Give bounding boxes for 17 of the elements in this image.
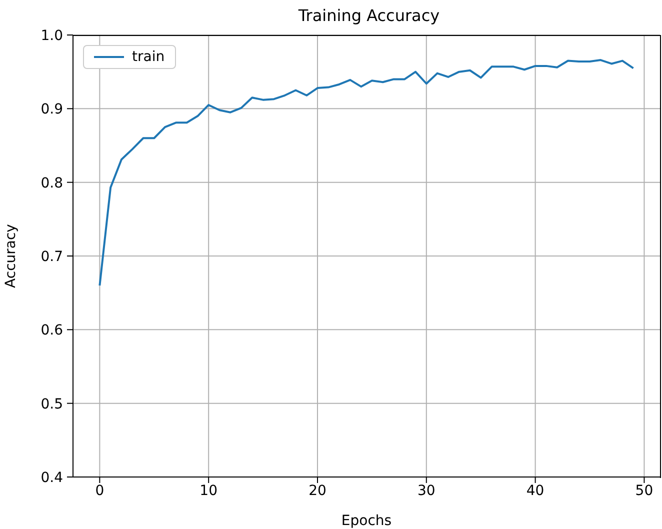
y-tick-label: 0.9 bbox=[40, 102, 63, 118]
y-tick-label: 1.0 bbox=[40, 28, 63, 44]
x-tick-label: 10 bbox=[200, 482, 218, 499]
x-tick-label: 50 bbox=[635, 482, 654, 499]
x-tick-label: 30 bbox=[417, 482, 436, 499]
y-tick-label: 0.8 bbox=[40, 175, 63, 192]
x-tick-label: 20 bbox=[308, 482, 326, 499]
y-axis-title: Accuracy bbox=[2, 224, 19, 288]
x-tick-label: 40 bbox=[526, 482, 544, 499]
y-tick-label: 0.6 bbox=[40, 322, 64, 339]
y-tick-label: 0.7 bbox=[40, 248, 63, 265]
y-tick-label: 0.4 bbox=[40, 470, 64, 486]
x-axis-title: Epochs bbox=[341, 513, 392, 529]
chart-title: Training Accuracy bbox=[297, 6, 441, 25]
y-tick-label: 0.5 bbox=[40, 396, 63, 412]
x-tick-label: 0 bbox=[95, 482, 104, 499]
legend-label: train bbox=[132, 49, 165, 65]
